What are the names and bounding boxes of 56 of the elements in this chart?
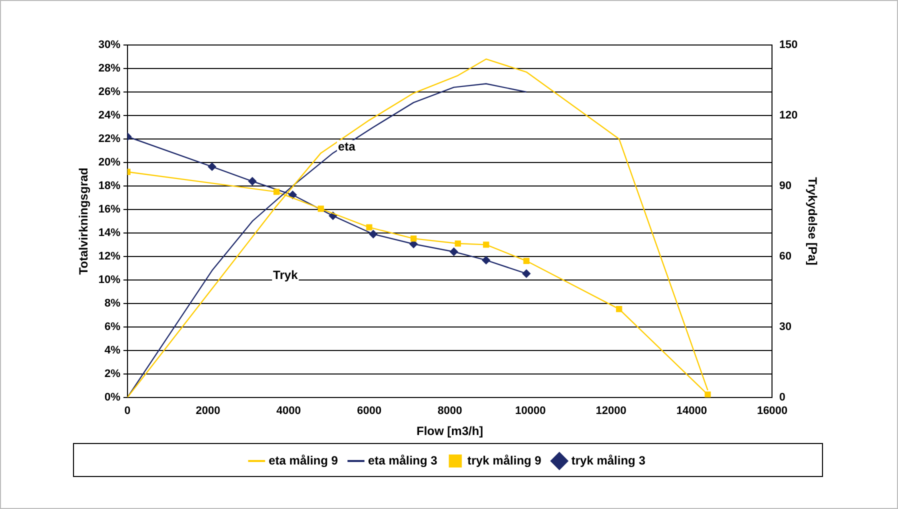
y-tick-label: 16% [98, 203, 121, 216]
legend-label: eta måling 9 [268, 453, 338, 468]
legend-label: tryk måling 3 [571, 453, 646, 468]
point [522, 269, 531, 278]
y-tick-label: 26% [98, 86, 121, 98]
y-tick-label: 8% [104, 297, 121, 310]
y2-axis-title: Trykydelse [Pa] [805, 177, 820, 266]
x-axis-title: Flow [m3/h] [416, 424, 484, 438]
y2-tick-label: 120 [779, 110, 798, 122]
y-tick-label: 28% [98, 62, 121, 75]
annotation: Tryk [273, 268, 298, 282]
y2-tick-label: 150 [779, 39, 798, 52]
x-tick-label: 14000 [676, 405, 707, 418]
x-tick-label: 6000 [356, 405, 382, 418]
point [366, 224, 372, 230]
y-tick-label: 18% [98, 180, 121, 192]
y2-tick-label: 30 [779, 320, 792, 333]
y-tick-label: 6% [104, 320, 121, 333]
legend-label: eta måling 3 [368, 453, 438, 468]
y-tick-label: 10% [98, 274, 121, 286]
y-tick-label: 2% [104, 368, 121, 380]
legend-label: tryk måling 9 [467, 453, 542, 468]
y-tick-label: 22% [98, 133, 121, 146]
y-tick-label: 24% [98, 110, 121, 122]
point [248, 177, 256, 186]
point [288, 190, 297, 199]
x-tick-label: 0 [124, 405, 130, 418]
y2-tick-label: 0 [779, 391, 786, 404]
point [410, 236, 417, 242]
y-tick-label: 0% [104, 391, 121, 404]
y-axis-title: Totalvirkningsgrad [76, 168, 91, 275]
x-tick-label: 10000 [515, 405, 546, 418]
point [273, 188, 280, 195]
y-tick-label: 14% [98, 226, 121, 239]
x-tick-label: 4000 [276, 405, 301, 418]
point [318, 206, 324, 212]
point [483, 242, 490, 248]
y-tick-label: 12% [98, 250, 121, 262]
point [482, 256, 490, 264]
point [208, 162, 216, 171]
y-tick-label: 20% [98, 156, 121, 168]
point [704, 392, 711, 398]
x-tick-label: 12000 [596, 405, 626, 418]
point [616, 306, 622, 312]
point [523, 258, 530, 264]
y-tick-label: 30% [98, 39, 121, 52]
x-tick-label: 8000 [438, 405, 462, 418]
x-tick-label: 16000 [756, 405, 788, 418]
point [454, 240, 461, 247]
point [369, 230, 378, 238]
y-tick-label: 4% [104, 344, 121, 356]
point [450, 248, 458, 256]
x-tick-label: 2000 [196, 405, 220, 418]
annotation: eta [338, 140, 356, 154]
y2-tick-label: 60 [779, 250, 792, 262]
y2-tick-label: 90 [779, 180, 792, 192]
